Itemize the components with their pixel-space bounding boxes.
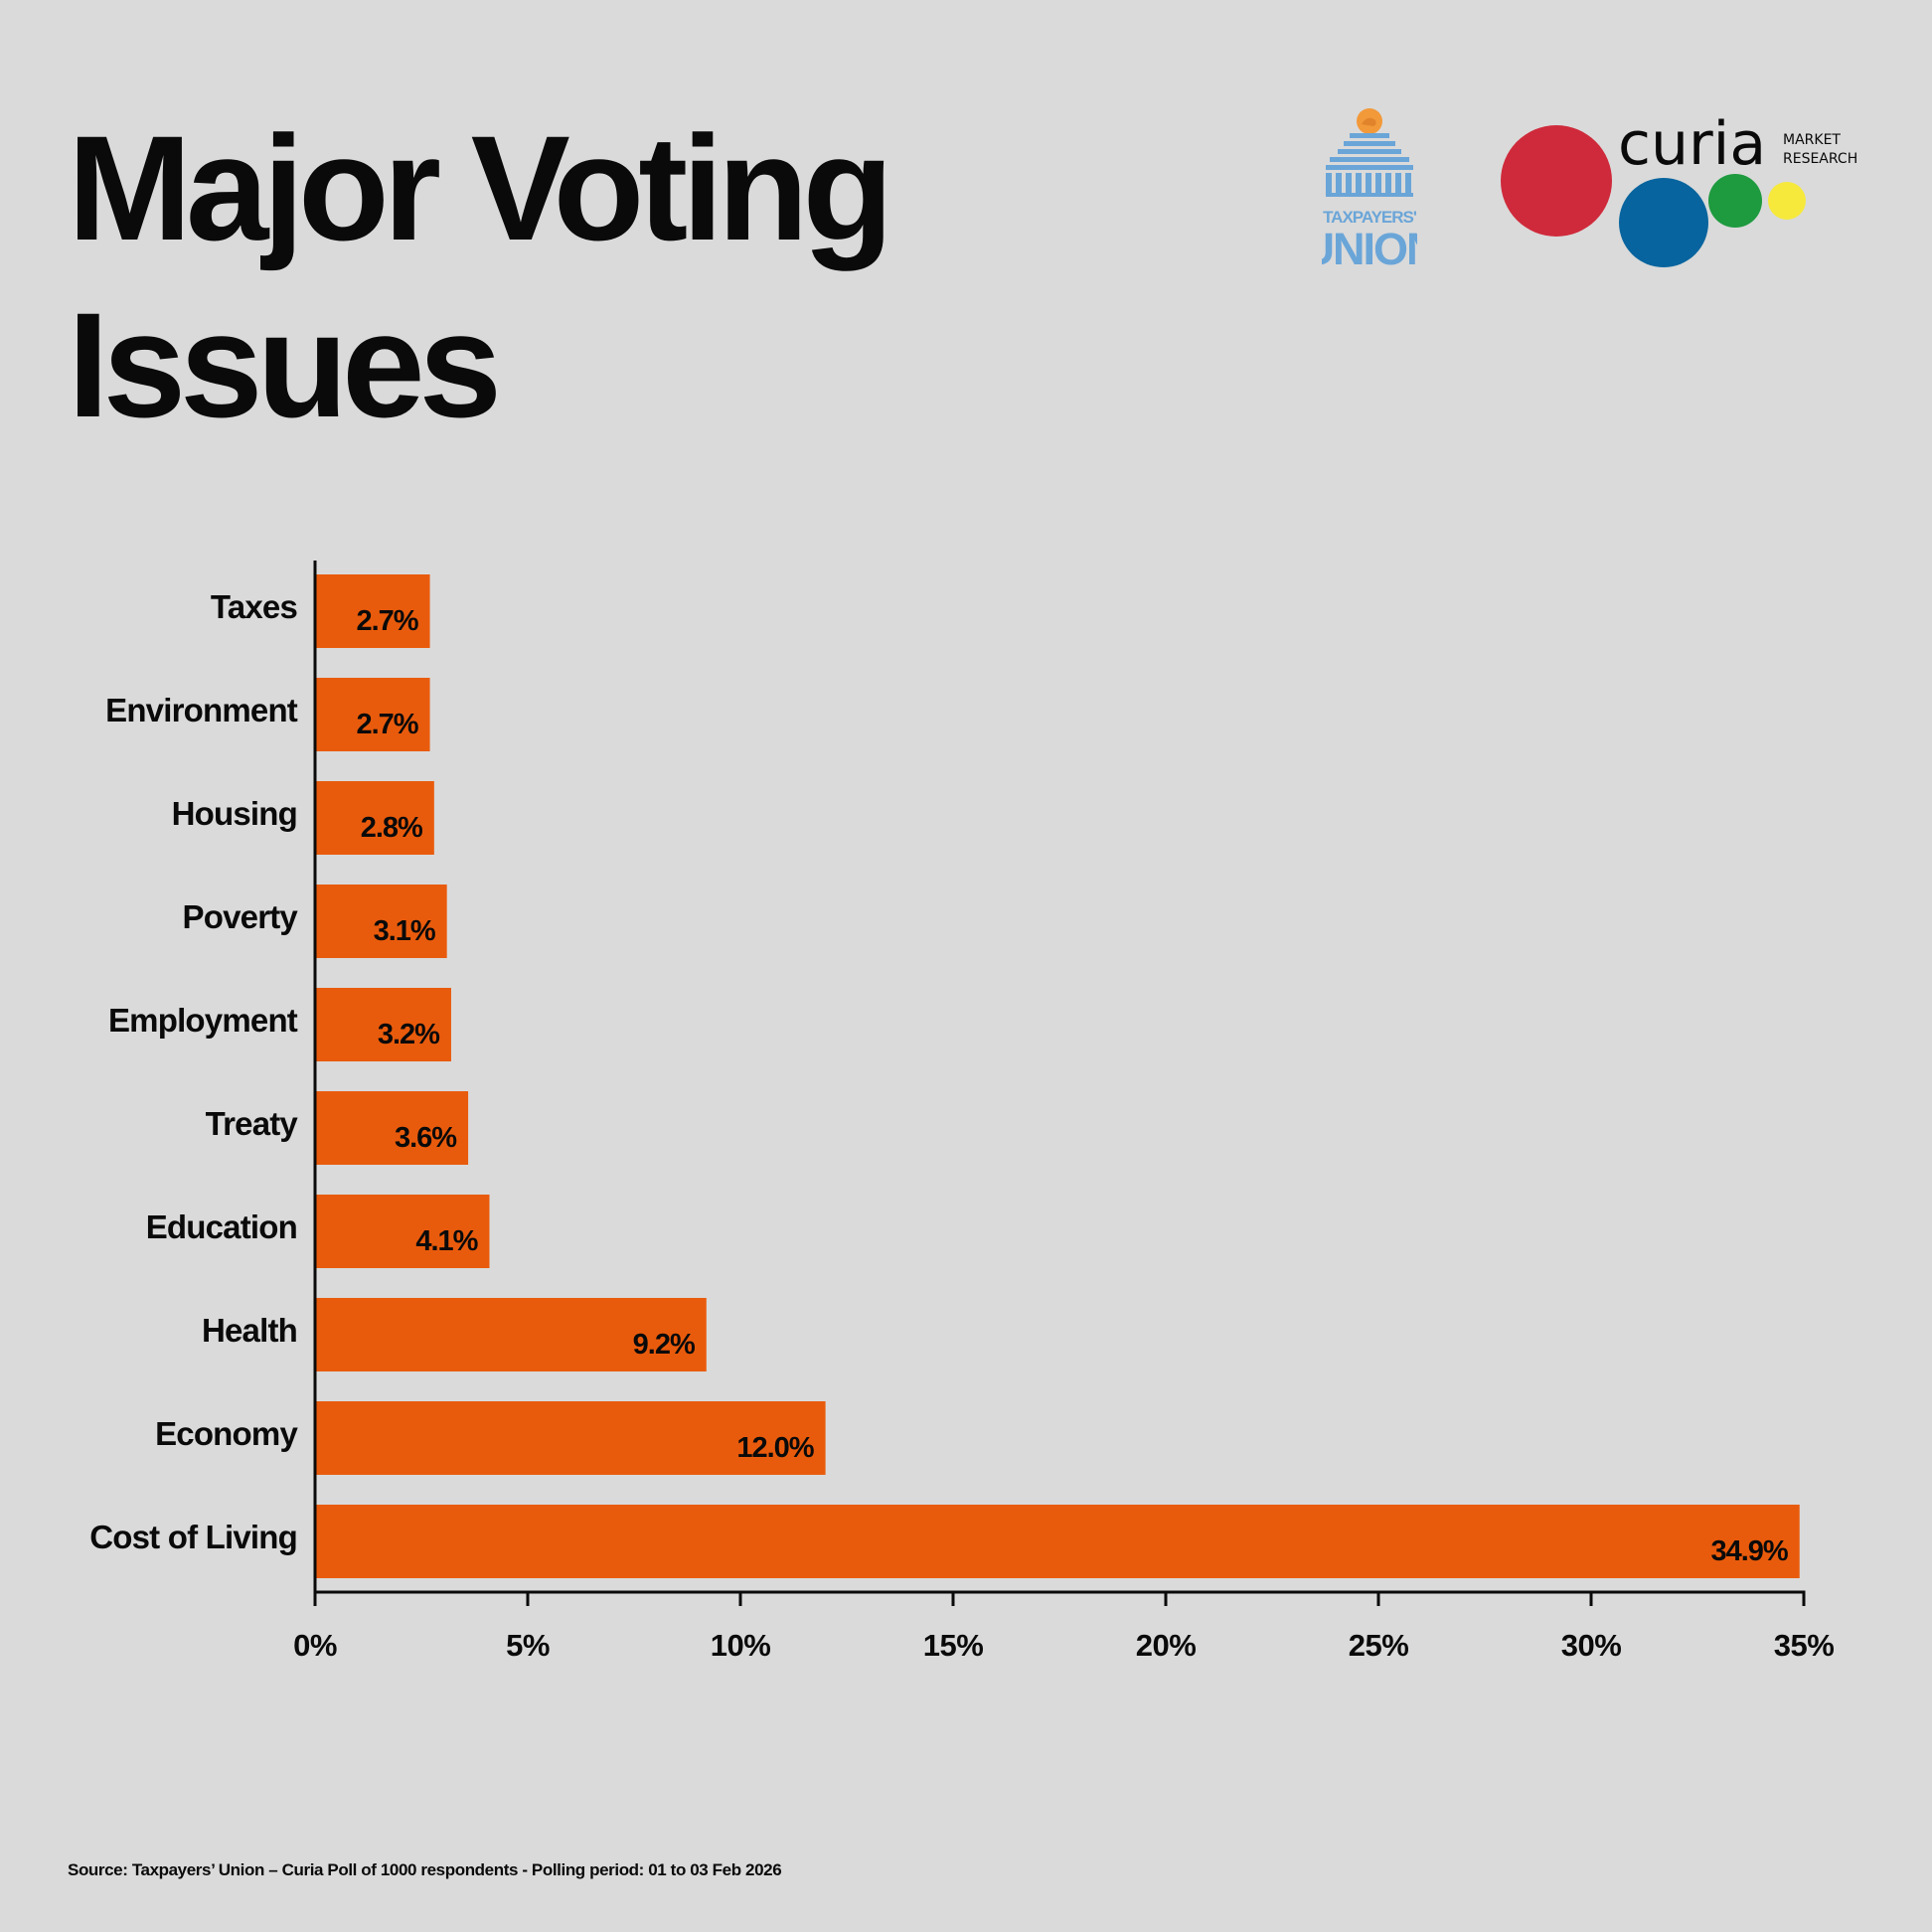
page-title: Major Voting Issues xyxy=(68,99,1061,453)
taxpayers-union-logo: TAXPAYERS' UNION xyxy=(1322,108,1417,270)
bar-environment xyxy=(315,678,430,751)
value-label: 2.7% xyxy=(356,709,418,740)
value-label: 34.9% xyxy=(1710,1535,1788,1567)
building-column xyxy=(1346,173,1352,193)
x-tick-label: 5% xyxy=(506,1628,550,1663)
building-tier xyxy=(1326,165,1413,170)
category-label: Economy xyxy=(155,1415,298,1452)
value-label: 3.1% xyxy=(374,915,436,947)
bar-employment xyxy=(315,988,451,1061)
building-base xyxy=(1326,193,1413,197)
building-column xyxy=(1336,173,1342,193)
category-label: Treaty xyxy=(206,1105,299,1142)
x-tick-label: 25% xyxy=(1349,1628,1409,1663)
x-tick-label: 20% xyxy=(1136,1628,1197,1663)
value-labels-group: 2.7% 2.7% 2.8% 3.1% 3.2% 3.6% 4.1% 9.2% 12.0% 34.… xyxy=(356,605,1789,1567)
category-label: Education xyxy=(146,1208,297,1245)
bar-economy xyxy=(315,1401,826,1475)
building-column xyxy=(1326,173,1332,193)
building-column xyxy=(1385,173,1391,193)
building-column xyxy=(1366,173,1371,193)
bar-treaty xyxy=(315,1091,469,1165)
value-label: 12.0% xyxy=(736,1432,814,1464)
taxpayers-union-logo-line1: TAXPAYERS' xyxy=(1323,208,1417,227)
curia-dot-1 xyxy=(1501,125,1612,237)
building-column xyxy=(1356,173,1362,193)
bar-health xyxy=(315,1298,707,1371)
bars-group xyxy=(315,574,1800,1578)
x-tick-label: 30% xyxy=(1561,1628,1622,1663)
value-label: 4.1% xyxy=(415,1225,478,1257)
bar-housing xyxy=(315,781,434,855)
x-tick-label: 15% xyxy=(923,1628,984,1663)
curia-logo: curia MARKET RESEARCH xyxy=(1501,109,1857,267)
category-labels-group: Taxes Environment Housing Poverty Employment… xyxy=(89,588,299,1555)
title-line-1: Major Voting xyxy=(68,104,893,271)
building-tier xyxy=(1330,157,1409,162)
value-label: 2.7% xyxy=(356,605,418,637)
curia-logo-tagline-1: MARKET xyxy=(1783,132,1841,148)
category-label: Housing xyxy=(172,795,297,832)
category-label: Employment xyxy=(108,1002,298,1039)
curia-logo-word: curia xyxy=(1618,109,1766,179)
tick-labels-group: 0% 5% 10% 15% 20% 25% 30% 35% xyxy=(293,1628,1835,1663)
building-column xyxy=(1395,173,1401,193)
building-tier xyxy=(1344,141,1395,146)
curia-dot-3 xyxy=(1708,174,1762,228)
bar-education xyxy=(315,1195,490,1268)
category-label: Health xyxy=(202,1312,297,1349)
x-tick-label: 35% xyxy=(1774,1628,1835,1663)
category-label: Environment xyxy=(105,692,298,728)
value-label: 2.8% xyxy=(361,812,423,844)
category-label: Poverty xyxy=(183,898,299,935)
x-tick-label: 0% xyxy=(293,1628,337,1663)
taxpayers-union-logo-line2: UNION xyxy=(1322,224,1417,270)
bar-cost-of-living xyxy=(315,1505,1800,1578)
category-label: Taxes xyxy=(211,588,297,625)
axes-group xyxy=(313,561,1806,1606)
bar-chart: 2.7% 2.7% 2.8% 3.1% 3.2% 3.6% 4.1% 9.2% 12.0% 34.… xyxy=(89,561,1835,1663)
building-column xyxy=(1375,173,1381,193)
bar-taxes xyxy=(315,574,430,648)
dome-detail xyxy=(1362,117,1376,126)
value-label: 3.6% xyxy=(395,1122,457,1154)
title-line-2: Issues xyxy=(68,281,502,448)
building-tier xyxy=(1350,133,1389,138)
bar-poverty xyxy=(315,885,447,958)
building-tier xyxy=(1338,149,1401,154)
curia-dot-4 xyxy=(1768,182,1806,220)
building-column xyxy=(1405,173,1411,193)
value-label: 3.2% xyxy=(378,1019,440,1050)
category-label: Cost of Living xyxy=(89,1519,297,1555)
value-label: 9.2% xyxy=(633,1329,696,1361)
curia-logo-tagline-2: RESEARCH xyxy=(1783,151,1857,167)
x-tick-label: 10% xyxy=(711,1628,771,1663)
curia-dot-2 xyxy=(1619,178,1708,267)
source-note: Source: Taxpayers’ Union – Curia Poll of… xyxy=(68,1860,782,1879)
